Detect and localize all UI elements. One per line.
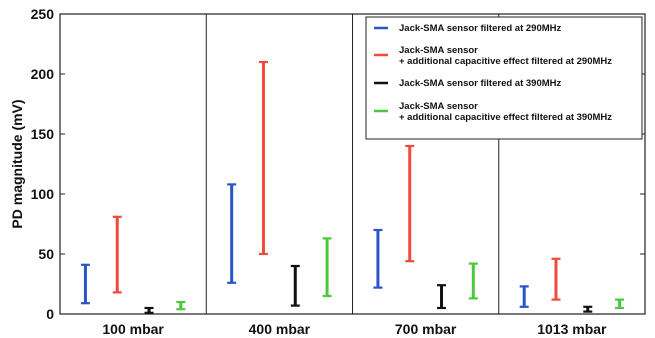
axis-ticks-layer: 0 50 100 150 200 250 PD magnitude (mV) 100 mbar… (9, 6, 645, 337)
legend-box (365, 16, 643, 140)
y-tick-label: 50 (38, 246, 54, 262)
range-bar (144, 306, 154, 314)
y-tick-label: 0 (46, 306, 54, 322)
range-bar (519, 285, 529, 308)
range-bar (373, 228, 383, 289)
range-bar (80, 263, 90, 305)
range-bar (583, 305, 593, 313)
range-bar (615, 298, 625, 310)
legend-entry-line: Jack-SMA sensor (399, 101, 478, 112)
legend-entry-line: Jack-SMA sensor filtered at 390MHz (399, 78, 562, 89)
legend-entry-label: Jack-SMA sensor filtered at 390MHz (399, 78, 562, 89)
range-bar (227, 183, 237, 284)
y-tick-label: 100 (31, 186, 55, 202)
legend-entry-line: Jack-SMA sensor (399, 45, 478, 56)
x-category-label: 700 mbar (395, 321, 457, 337)
range-bar (176, 300, 186, 311)
series-layer (80, 60, 625, 314)
y-tick-label: 250 (31, 6, 55, 22)
plot-frame-layer (59, 13, 646, 315)
range-bar (112, 215, 122, 294)
x-category-label: 1013 mbar (537, 321, 607, 337)
range-bar (322, 237, 332, 298)
x-category-label: 100 mbar (102, 321, 164, 337)
y-tick-label: 200 (31, 66, 55, 82)
legend-entry-label: Jack-SMA sensor filtered at 290MHz (399, 23, 562, 34)
legend-entry-label: Jack-SMA sensor + additional capacitive e… (399, 101, 612, 123)
range-bar (258, 60, 268, 256)
y-tick-label: 150 (31, 126, 55, 142)
y-axis-label: PD magnitude (mV) (9, 99, 25, 228)
range-bar (437, 284, 447, 310)
range-bar (290, 264, 300, 307)
legend-entry-line: Jack-SMA sensor filtered at 290MHz (399, 23, 562, 34)
legend-entry-line: + additional capacitive effect filtered … (399, 112, 612, 123)
range-bar (405, 144, 415, 263)
range-bar (468, 262, 478, 300)
legend-entry-label: Jack-SMA sensor + additional capacitive e… (399, 45, 612, 67)
range-bar (551, 257, 561, 301)
legend-entry-line: + additional capacitive effect filtered … (399, 56, 612, 67)
x-category-label: 400 mbar (249, 321, 311, 337)
legend: Jack-SMA sensor filtered at 290MHz Jack-S… (365, 16, 643, 140)
